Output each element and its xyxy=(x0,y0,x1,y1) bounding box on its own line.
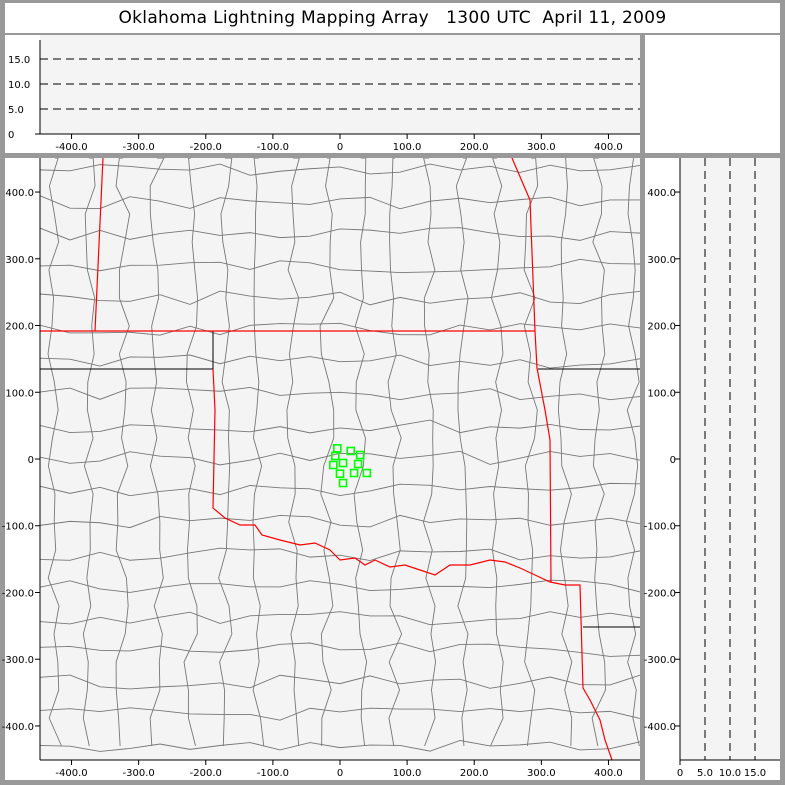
county-line xyxy=(218,158,233,747)
y-tick-label: -200.0 xyxy=(2,588,34,599)
lma-station-marker xyxy=(362,468,372,478)
county-borders xyxy=(40,158,640,760)
top-x-tick-label: -100.0 xyxy=(257,142,289,153)
county-line xyxy=(40,611,640,626)
county-line xyxy=(40,482,640,497)
county-line xyxy=(625,158,640,747)
county-line xyxy=(319,158,335,747)
county-line xyxy=(455,158,469,747)
county-line xyxy=(149,158,165,747)
right-x-tick-label: 0 xyxy=(677,768,683,779)
county-line xyxy=(40,195,640,210)
lma-station-marker xyxy=(328,460,338,470)
county-line xyxy=(252,158,265,747)
county-line xyxy=(40,258,640,274)
county-line xyxy=(40,514,640,529)
lma-station-marker xyxy=(353,459,363,469)
county-line xyxy=(490,158,504,747)
y-tick-label: 100.0 xyxy=(5,388,34,399)
county-line xyxy=(40,227,640,241)
y-tick-label: -100.0 xyxy=(2,522,34,533)
right-y-tick-label: -100.0 xyxy=(644,522,676,533)
right-y-tick-label: 300.0 xyxy=(647,255,676,266)
right-y-tick-label: -300.0 xyxy=(644,655,676,666)
lma-station-marker xyxy=(355,450,365,460)
county-line xyxy=(115,158,131,747)
county-line xyxy=(40,354,640,369)
x-tick-label: -400.0 xyxy=(55,768,87,779)
x-tick-label: -300.0 xyxy=(123,768,155,779)
top-y-tick-label: 5.0 xyxy=(8,105,24,116)
lma-station-marker xyxy=(349,468,359,478)
state-border-red xyxy=(511,158,552,583)
top-x-tick-label: 0 xyxy=(337,142,343,153)
top-x-tick-label: 300.0 xyxy=(527,142,556,153)
y-tick-label: 400.0 xyxy=(5,188,34,199)
county-line xyxy=(591,158,606,747)
y-tick-label: 0 xyxy=(28,455,34,466)
county-line xyxy=(183,158,199,747)
top-x-tick-label: -200.0 xyxy=(190,142,222,153)
x-tick-label: 100.0 xyxy=(393,768,422,779)
county-line xyxy=(286,158,300,747)
x-tick-label: 300.0 xyxy=(527,768,556,779)
county-line xyxy=(387,158,403,747)
right-x-tick-label: 15.0 xyxy=(744,768,766,779)
county-line xyxy=(40,740,640,752)
y-tick-label: -300.0 xyxy=(2,655,34,666)
lma-station-marker xyxy=(338,478,348,488)
top-y-tick-label: 0 xyxy=(8,130,14,141)
right-x-tick-label: 5.0 xyxy=(697,768,713,779)
lma-station-marker xyxy=(346,446,356,456)
x-tick-label: 0 xyxy=(337,768,343,779)
corner-panel xyxy=(645,35,780,153)
top-y-tick-label: 10.0 xyxy=(8,80,30,91)
county-line xyxy=(523,158,539,747)
county-line xyxy=(40,419,640,434)
y-tick-label: 200.0 xyxy=(5,322,34,333)
top-y-tick-label: 15.0 xyxy=(8,55,30,66)
x-tick-label: -100.0 xyxy=(257,768,289,779)
y-tick-label: 300.0 xyxy=(5,255,34,266)
right-y-tick-label: 100.0 xyxy=(647,388,676,399)
x-tick-label: 200.0 xyxy=(460,768,489,779)
county-line xyxy=(40,674,640,690)
county-line xyxy=(40,707,640,721)
county-line xyxy=(40,163,640,176)
x-tick-label: -200.0 xyxy=(190,768,222,779)
x-tick-label: 400.0 xyxy=(594,768,623,779)
right-x-tick-label: 10.0 xyxy=(719,768,741,779)
right-y-tick-label: 200.0 xyxy=(647,322,676,333)
county-line xyxy=(82,158,96,747)
county-line xyxy=(422,158,436,747)
county-line xyxy=(40,450,640,466)
county-line xyxy=(40,579,640,593)
top-x-tick-label: -300.0 xyxy=(123,142,155,153)
top-x-tick-label: 400.0 xyxy=(594,142,623,153)
right-y-tick-label: 400.0 xyxy=(647,188,676,199)
right-y-tick-label: 0 xyxy=(670,455,676,466)
county-line xyxy=(40,642,640,657)
plot-title: Oklahoma Lightning Mapping Array 1300 UT… xyxy=(5,3,780,33)
lma-station-marker xyxy=(331,451,340,461)
county-line xyxy=(40,386,640,401)
lma-station-marker xyxy=(335,469,345,478)
county-line xyxy=(47,158,62,747)
lma-station-marker xyxy=(338,458,348,468)
state-border-red xyxy=(212,368,613,760)
top-x-tick-label: -400.0 xyxy=(55,142,87,153)
y-tick-label: -400.0 xyxy=(2,722,34,733)
county-line xyxy=(557,158,573,747)
state-border-red xyxy=(94,158,104,332)
county-line xyxy=(353,158,368,747)
top-x-tick-label: 200.0 xyxy=(460,142,489,153)
top-x-tick-label: 100.0 xyxy=(393,142,422,153)
right-y-tick-label: -200.0 xyxy=(644,588,676,599)
right-y-tick-label: -400.0 xyxy=(644,722,676,733)
